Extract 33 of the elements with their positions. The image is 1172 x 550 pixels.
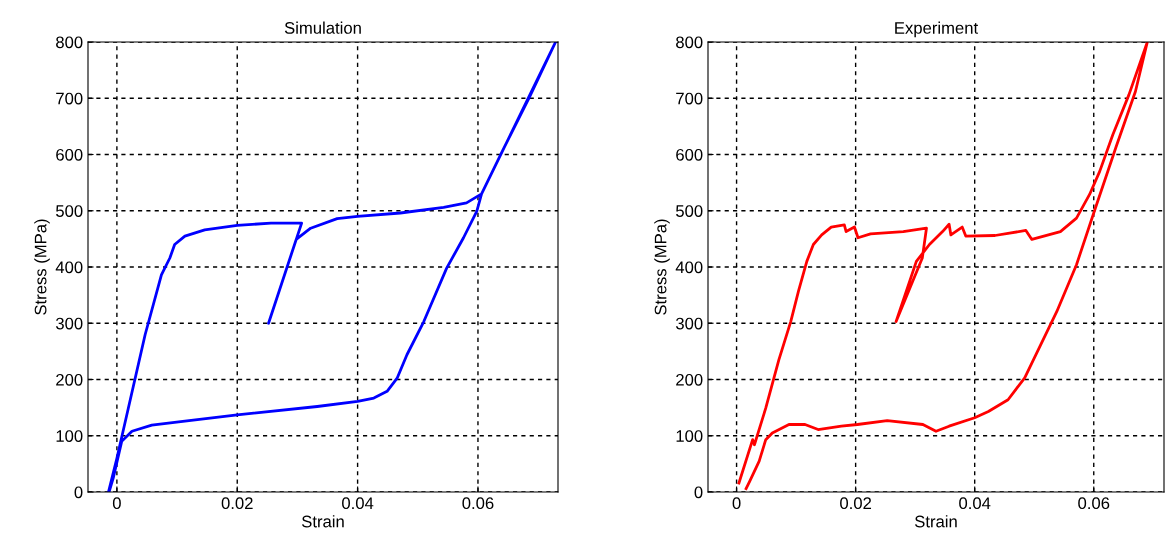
y-tick-label: 800: [676, 36, 703, 49]
y-tick-label: 400: [55, 261, 83, 274]
x-tick-label: 0: [732, 497, 741, 510]
chart-title: Experiment: [895, 21, 979, 38]
x-tick-label: 0.06: [462, 497, 494, 510]
x-axis-title: Strain: [301, 515, 344, 528]
y-tick-label: 600: [676, 148, 703, 161]
y-tick-label: 800: [56, 36, 83, 49]
chart-title: Simulation: [284, 21, 361, 34]
x-tick-label: 0.06: [1078, 497, 1110, 510]
y-tick-label: 700: [676, 92, 703, 105]
x-tick-label: 0: [112, 497, 121, 510]
x-tick-label: 0.02: [221, 497, 253, 510]
line-series: [737, 42, 1149, 491]
y-axis-title: Stress (MPa): [34, 219, 50, 315]
y-tick-label: 300: [675, 317, 703, 330]
y-tick-label: 600: [56, 148, 83, 161]
y-tick-label: 300: [55, 317, 83, 330]
y-tick-label: 400: [675, 261, 703, 274]
y-axis-title: Stress (MPa): [654, 219, 670, 315]
y-tick-label: 500: [56, 205, 83, 217]
y-tick-label: 0: [694, 486, 703, 499]
y-tick-label: 100: [676, 430, 703, 442]
y-tick-label: 700: [56, 92, 83, 105]
y-tick-label: 200: [56, 373, 83, 386]
y-tick-label: 100: [56, 430, 83, 442]
x-tick-label: 0.04: [342, 497, 374, 510]
x-axis-title: Strain: [914, 515, 957, 528]
y-tick-label: 0: [74, 486, 83, 499]
x-tick-label: 0.02: [840, 497, 872, 510]
y-tick-label: 200: [676, 373, 703, 386]
x-tick-label: 0.04: [959, 497, 991, 510]
y-tick-label: 500: [676, 205, 703, 217]
